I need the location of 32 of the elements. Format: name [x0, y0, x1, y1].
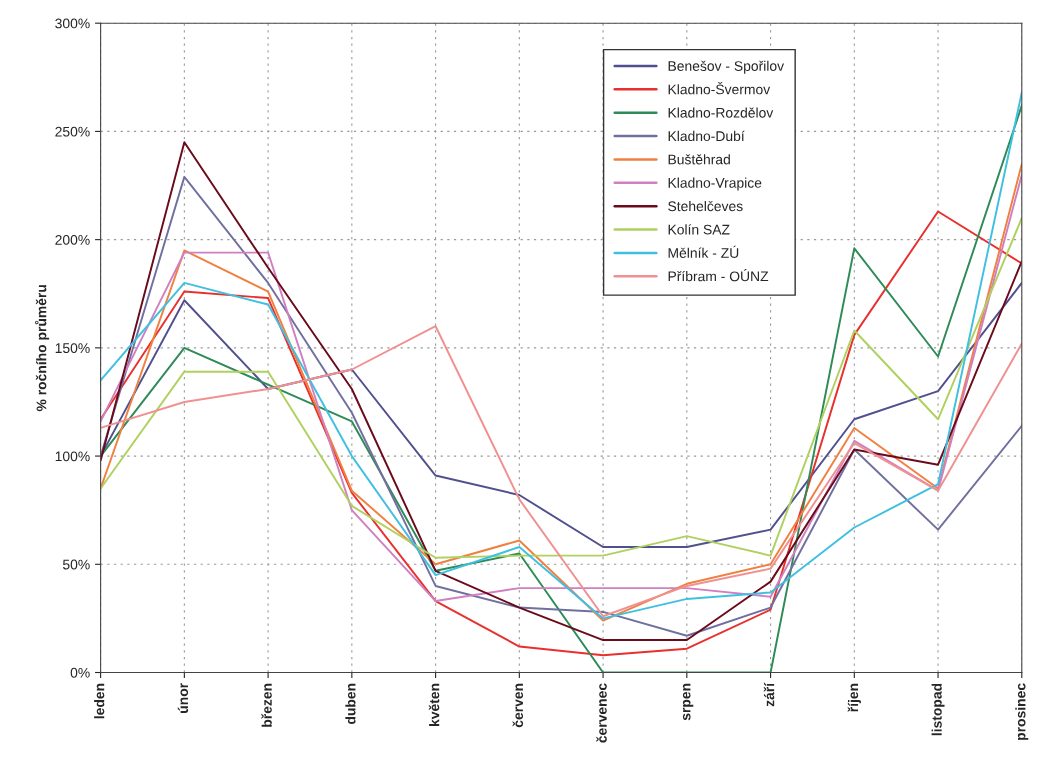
legend-label: Buštěhrad — [668, 154, 730, 165]
x-tick-label: říjen — [847, 683, 861, 712]
y-tick-label: 0% — [70, 667, 90, 678]
x-tick-label: duben — [345, 683, 356, 725]
y-tick-label: 200% — [55, 234, 90, 245]
x-tick-label: prosinec — [1015, 683, 1029, 740]
legend-label: Kladno-Dubí — [668, 130, 745, 142]
legend-label: Kladno-Rozdělov — [668, 107, 774, 118]
x-tick-label: květen — [428, 683, 440, 726]
legend-label: Kladno-Vrapice — [668, 177, 762, 191]
x-tick-label: červen — [512, 683, 524, 728]
legend-label: Příbram - OÚNZ — [668, 269, 769, 282]
legend-label: Kolín SAZ — [668, 224, 730, 235]
x-tick-label: červenec — [596, 683, 607, 743]
y-tick-label: 50% — [62, 559, 90, 570]
x-tick-label: březen — [261, 683, 272, 727]
line-series — [100, 217, 1022, 559]
x-tick-label: srpen — [682, 683, 694, 721]
legend-label: Stehelčeves — [668, 200, 743, 212]
y-axis-title: % ročního průměru — [35, 285, 50, 412]
legend-label: Benešov - Spořilov — [668, 60, 785, 74]
legend-label: Kladno-Švermov — [668, 82, 771, 95]
x-tick-label: září — [763, 682, 775, 707]
x-tick-label: leden — [94, 683, 105, 719]
y-tick-label: 250% — [55, 126, 90, 137]
y-tick-label: 100% — [55, 451, 90, 462]
x-tick-label: únor — [177, 683, 189, 713]
y-tick-label: 300% — [55, 18, 90, 29]
legend-label: Mělník - ZÚ — [668, 245, 739, 258]
line-series — [100, 325, 1022, 618]
y-tick-label: 150% — [55, 343, 90, 354]
x-tick-label: listopad — [931, 683, 945, 736]
